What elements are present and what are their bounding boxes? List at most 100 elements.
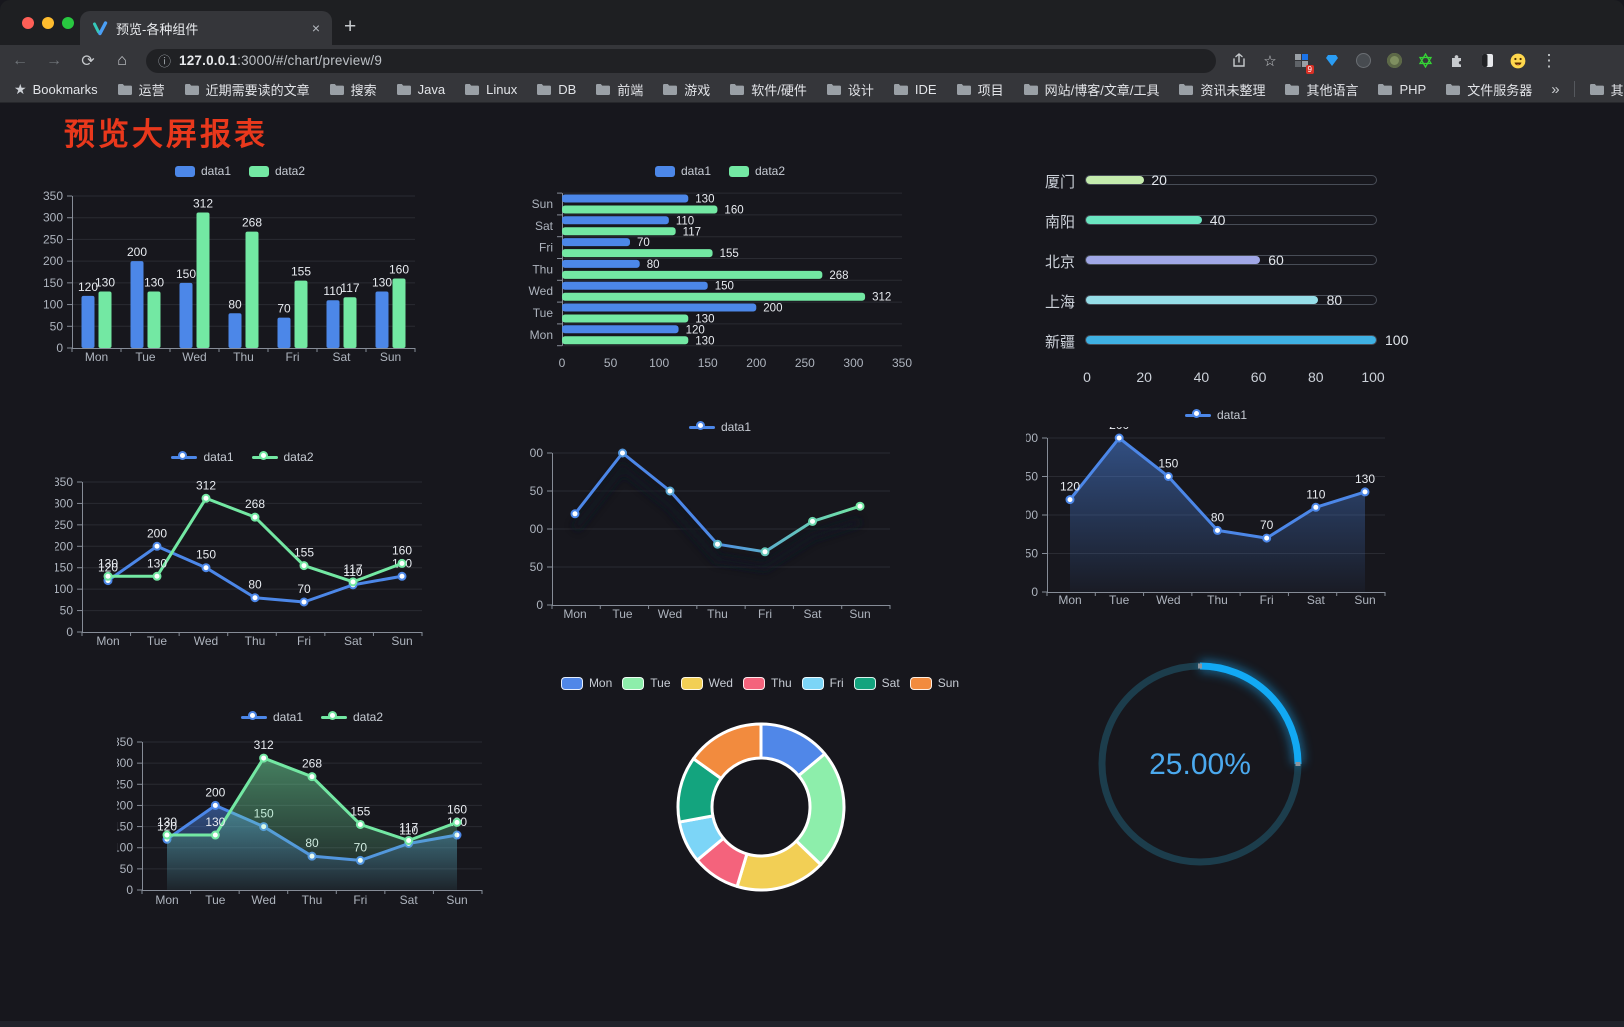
legend-item[interactable]: Mon <box>560 676 612 690</box>
bookmark-folder[interactable]: 软件/硬件 <box>729 80 807 99</box>
legend-item[interactable]: data2 <box>251 450 314 464</box>
gauge-canvas: 25.00% <box>1098 660 1304 866</box>
share-icon[interactable] <box>1230 52 1248 70</box>
legend-swatch <box>801 676 824 690</box>
bookmark-folder[interactable]: PHP <box>1377 82 1426 97</box>
extensions-puzzle-icon[interactable] <box>1447 52 1465 70</box>
new-tab-button[interactable]: + <box>344 15 357 38</box>
axis-tick-label: 80 <box>1308 369 1324 385</box>
bookmark-folder[interactable]: 其他语言 <box>1284 80 1358 99</box>
vimium-gem-icon[interactable] <box>1323 52 1341 70</box>
reload-icon[interactable]: ⟳ <box>81 52 95 70</box>
bookmark-folder[interactable]: 搜索 <box>329 80 377 99</box>
svg-text:Wed: Wed <box>182 350 206 364</box>
svg-text:Tue: Tue <box>147 634 168 648</box>
bookmarks-manager[interactable]: ★ Bookmarks <box>14 81 98 98</box>
bookmark-folder[interactable]: 近期需要读的文章 <box>184 80 310 99</box>
svg-text:130: 130 <box>695 314 714 326</box>
tab-close-icon[interactable]: × <box>311 20 320 36</box>
svg-text:117: 117 <box>340 281 359 295</box>
bookmark-folder[interactable]: 项目 <box>956 80 1004 99</box>
folder-icon <box>1378 83 1393 95</box>
svg-text:150: 150 <box>715 281 734 293</box>
close-window-button[interactable] <box>22 17 34 29</box>
back-icon[interactable]: ← <box>12 51 28 69</box>
legend-item[interactable]: data2 <box>249 164 305 178</box>
bookmark-folder[interactable]: DB <box>536 82 576 97</box>
legend-item[interactable]: data1 <box>654 164 711 178</box>
svg-text:Fri: Fri <box>758 607 772 621</box>
zoom-window-button[interactable] <box>62 17 74 29</box>
tab-strip: 预览-各种组件 × + <box>0 0 1624 45</box>
address-bar[interactable]: ⓘ 127.0.0.1:3000/#/chart/preview/9 <box>146 48 1216 73</box>
other-bookmarks-label: 其他书签 <box>1610 82 1624 98</box>
svg-text:80: 80 <box>1211 510 1225 524</box>
home-icon[interactable]: ⌂ <box>117 51 127 69</box>
green-circle-extension-icon[interactable] <box>1385 52 1403 70</box>
legend-item[interactable]: Sun <box>909 676 959 690</box>
bookmark-folder[interactable]: Java <box>396 82 445 97</box>
minimize-window-button[interactable] <box>42 17 54 29</box>
bookmark-folder[interactable]: 游戏 <box>662 80 710 99</box>
bookmark-folder[interactable]: 网站/博客/文章/工具 <box>1023 80 1160 99</box>
svg-text:50: 50 <box>604 356 618 370</box>
legend-line-icon <box>688 420 715 434</box>
bookmarks-bar: ★ Bookmarks 运营 近期需要读的文章 搜索 Java Linux DB 前端 游戏 软… <box>0 76 1624 103</box>
legend-item[interactable]: data1 <box>688 420 751 434</box>
svg-text:110: 110 <box>343 565 362 579</box>
legend-item[interactable]: data1 <box>240 710 303 724</box>
browser-tab[interactable]: 预览-各种组件 × <box>80 11 332 45</box>
legend-line-icon <box>240 710 267 724</box>
bookmark-folder-label: 游戏 <box>684 82 711 98</box>
dark-extension-icon[interactable] <box>1354 52 1372 70</box>
extension-grid-icon[interactable]: 9 <box>1292 52 1314 74</box>
bookmark-folder[interactable]: IDE <box>893 82 937 97</box>
reader-extension-icon[interactable] <box>1478 52 1496 70</box>
bookmark-folder[interactable]: Linux <box>464 82 517 97</box>
svg-text:Tue: Tue <box>533 306 554 320</box>
legend-item[interactable]: Thu <box>742 676 792 690</box>
bookmark-folder-label: 网站/博客/文章/工具 <box>1044 82 1160 98</box>
legend-item[interactable]: Sat <box>853 676 900 690</box>
bookmark-folder-label: 文件服务器 <box>1467 82 1533 98</box>
legend-item[interactable]: data2 <box>321 710 383 724</box>
folder-icon <box>396 83 411 95</box>
svg-text:0: 0 <box>1031 585 1038 599</box>
url-path: :3000/#/chart/preview/9 <box>237 53 383 68</box>
bookmark-folder[interactable]: 设计 <box>826 80 874 99</box>
url-text: 127.0.0.1:3000/#/chart/preview/9 <box>179 53 382 68</box>
svg-text:Sun: Sun <box>391 634 412 648</box>
bookmark-folder[interactable]: 文件服务器 <box>1445 80 1532 99</box>
svg-text:350: 350 <box>55 475 73 489</box>
bookmark-star-icon[interactable]: ☆ <box>1263 52 1277 70</box>
emoji-extension-icon[interactable] <box>1509 52 1527 70</box>
legend-item[interactable]: Tue <box>622 676 671 690</box>
svg-text:Sat: Sat <box>332 350 351 364</box>
forward-icon[interactable]: → <box>46 51 62 69</box>
svg-text:250: 250 <box>795 356 815 370</box>
browser-menu-icon[interactable]: ⋮ <box>1540 50 1558 70</box>
bookmark-folder-label: Linux <box>486 81 518 97</box>
legend-item[interactable]: data1 <box>171 450 234 464</box>
legend-line-icon <box>1184 408 1211 422</box>
bookmark-folder[interactable]: 运营 <box>117 80 165 99</box>
svg-text:350: 350 <box>892 356 912 370</box>
legend-item[interactable]: Fri <box>801 676 844 690</box>
legend-item[interactable]: data1 <box>174 164 231 178</box>
bookmarks-overflow-chevron[interactable]: » <box>1551 80 1560 98</box>
hexagram-extension-icon[interactable] <box>1416 52 1434 70</box>
bookmark-folder[interactable]: 资讯未整理 <box>1178 80 1265 99</box>
legend-item[interactable]: data2 <box>729 164 785 178</box>
svg-text:300: 300 <box>43 211 63 225</box>
svg-text:130: 130 <box>372 276 392 290</box>
legend-item[interactable]: data1 <box>1184 408 1248 422</box>
bookmark-folder[interactable]: 前端 <box>595 80 643 99</box>
bookmark-folder-label: 项目 <box>977 82 1004 98</box>
legend-item[interactable]: Wed <box>680 676 733 690</box>
svg-text:Wed: Wed <box>194 634 218 648</box>
legend-label: data1 <box>1216 408 1248 422</box>
other-bookmarks-folder[interactable]: 其他书签 <box>1589 80 1624 99</box>
svg-text:Fri: Fri <box>1260 593 1274 607</box>
site-info-icon[interactable]: ⓘ <box>158 54 172 69</box>
